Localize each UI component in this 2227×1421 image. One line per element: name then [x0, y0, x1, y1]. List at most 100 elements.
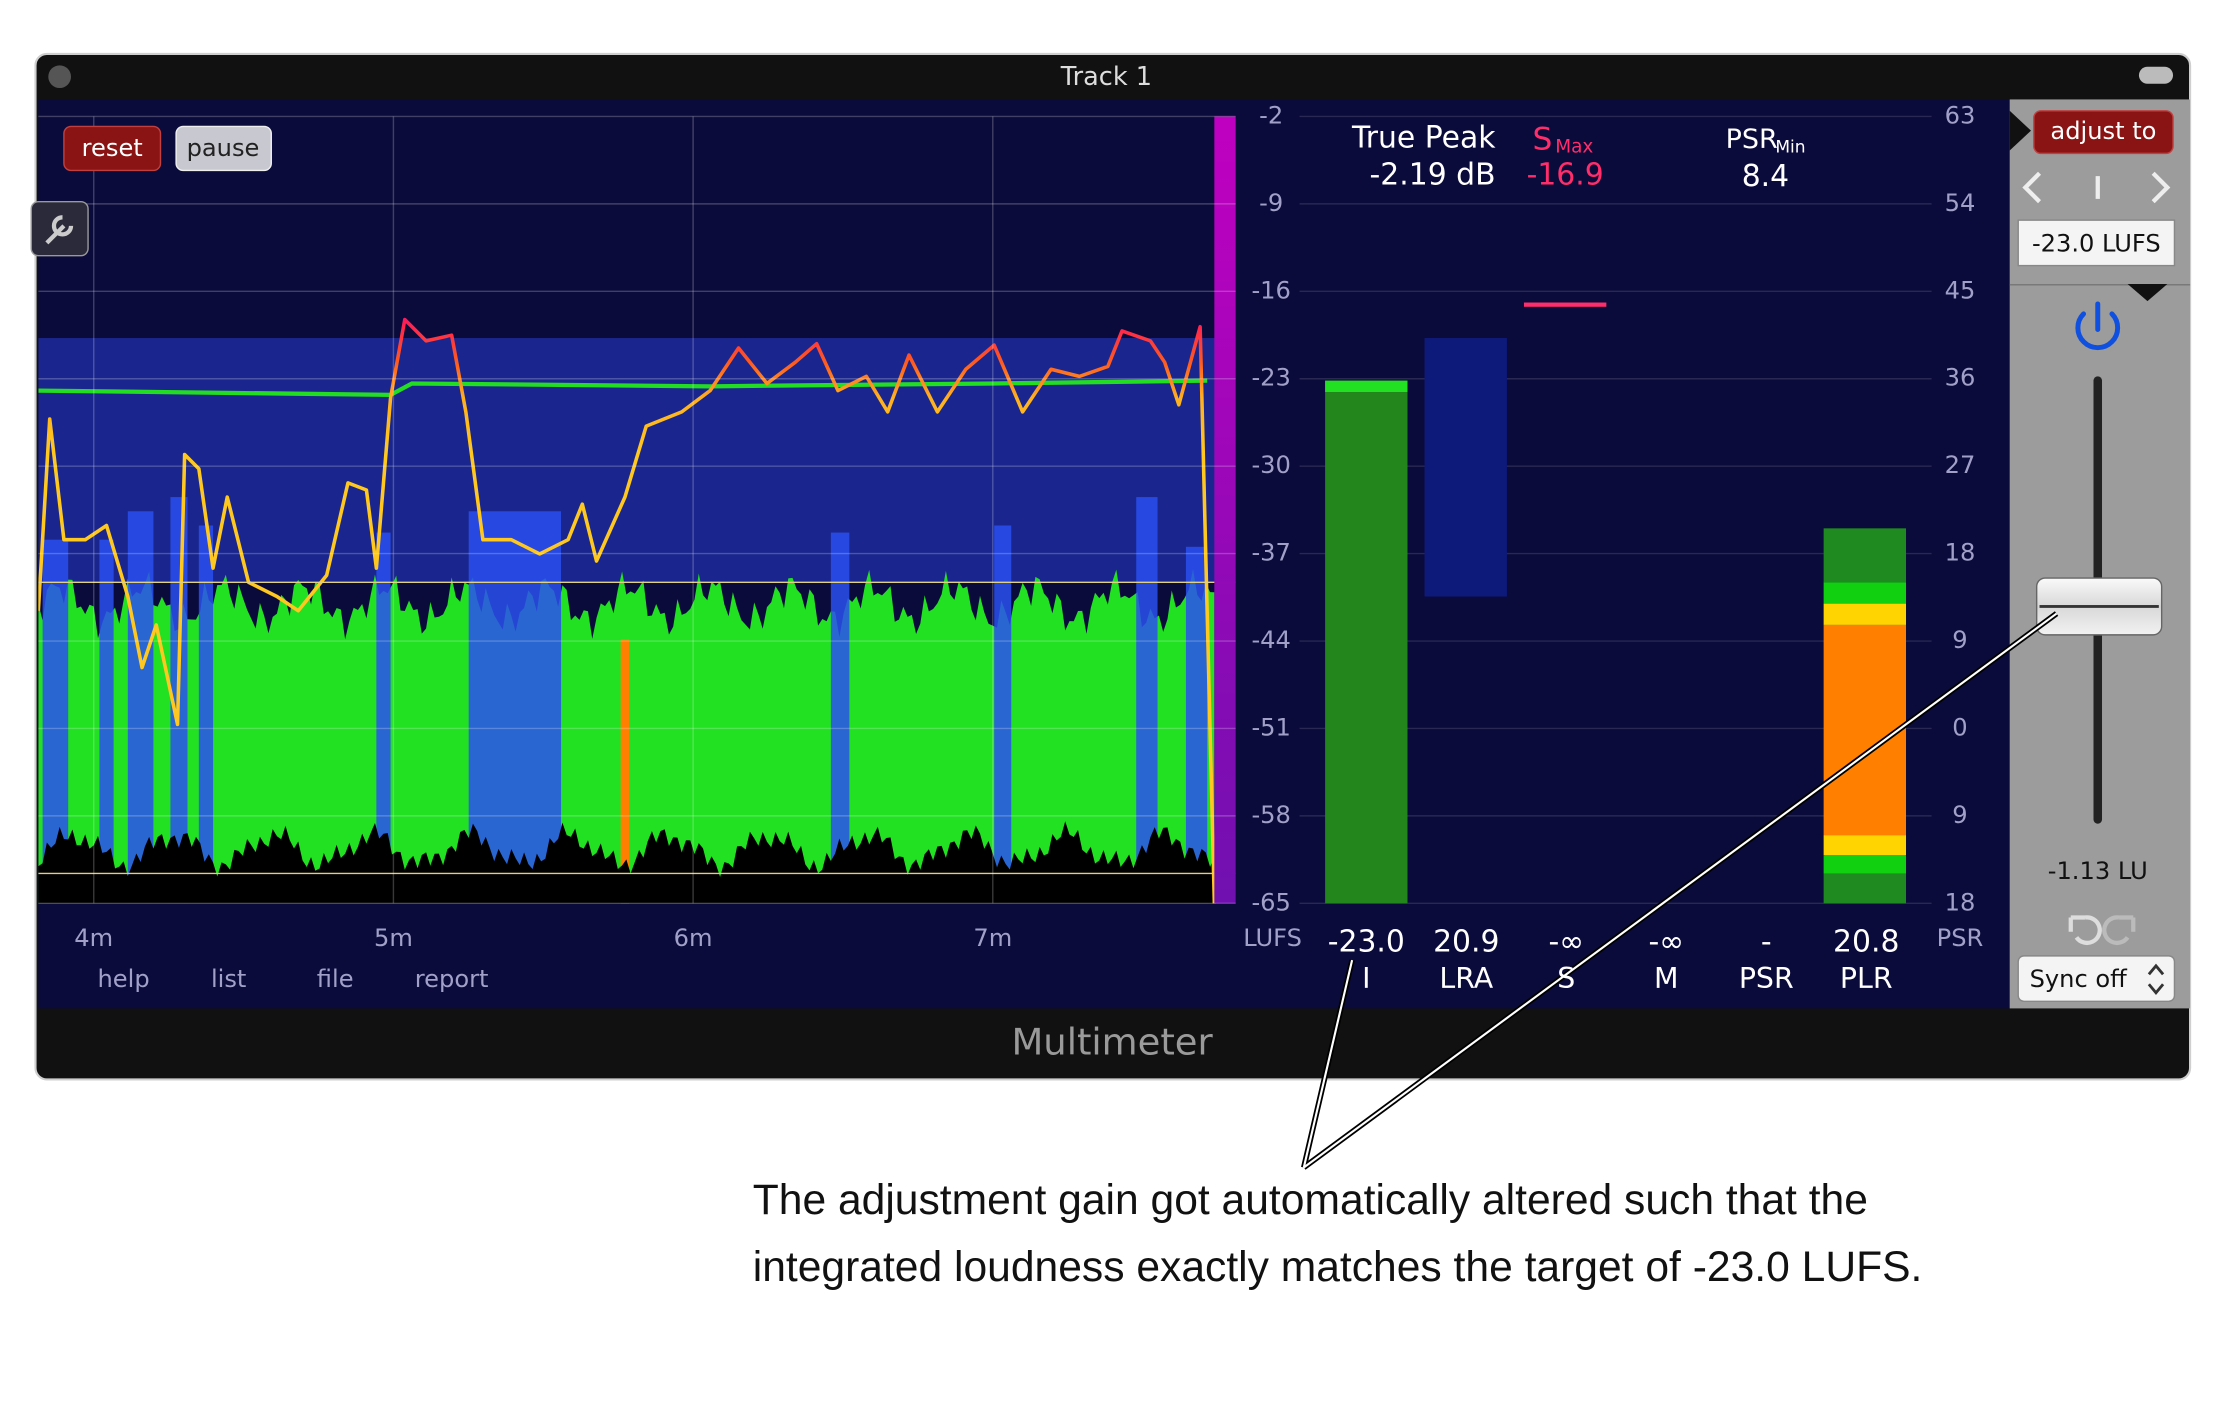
lufs-tick-label: -37: [1251, 539, 1290, 567]
menu-link[interactable]: help: [97, 965, 149, 993]
waveform-column: [994, 525, 1012, 904]
meter-label: PLR: [1840, 962, 1893, 995]
redo-button[interactable]: [2102, 915, 2136, 946]
annotation-line: integrated loudness exactly matches the …: [753, 1243, 1923, 1291]
footer-title: Multimeter: [1011, 1020, 1213, 1063]
close-button[interactable]: [48, 65, 72, 89]
lufs-tick-label: -2: [1259, 101, 1283, 129]
sync-value[interactable]: Sync off: [2030, 965, 2129, 993]
slider-thumb-line: [2039, 605, 2159, 608]
psr-tick-label: 45: [1945, 276, 1976, 304]
pointer: [2127, 284, 2168, 302]
psr-tick-label: 9: [1952, 626, 1967, 654]
meter-value: 20.8: [1833, 925, 1899, 960]
true-peak-label: True Peak: [1351, 121, 1496, 156]
pause-button[interactable]: [175, 125, 272, 172]
plr-segment: [1823, 603, 1907, 625]
psr-unit: PSR: [1937, 924, 1984, 952]
menu-link[interactable]: report: [415, 965, 489, 993]
reset-label[interactable]: reset: [82, 134, 143, 162]
sync-select[interactable]: [2017, 955, 2176, 1003]
gain-value: -1.13 LU: [2048, 857, 2148, 885]
window-title: Track 1: [1060, 62, 1152, 92]
lufs-tick-label: -30: [1251, 451, 1290, 479]
power-button[interactable]: [2075, 301, 2121, 351]
lufs-tick-label: -23: [1251, 364, 1290, 392]
integrated-meter: [1325, 380, 1408, 904]
plr-segment: [1823, 835, 1907, 856]
annotation-lines: [1301, 611, 2059, 1170]
wrench-icon: [45, 215, 74, 245]
pointer: [2009, 110, 2032, 151]
preset-arrows[interactable]: [2022, 171, 2171, 204]
meter-label: PSR: [1739, 962, 1794, 995]
psr-tick-label: 9: [1952, 801, 1967, 829]
waveform-column: [620, 639, 630, 904]
plr-segment: [1823, 582, 1907, 604]
psr-tick-label: 63: [1945, 101, 1976, 129]
psr-min-label: PSR: [1726, 124, 1778, 155]
s-max-marker: [1523, 302, 1607, 307]
time-label: 6m: [674, 924, 713, 952]
meter-label: M: [1654, 962, 1679, 995]
lufs-tick-label: -16: [1251, 276, 1290, 304]
pause-label[interactable]: pause: [187, 134, 260, 162]
lufs-tick-label: -9: [1259, 189, 1283, 217]
integrated-meter-top: [1325, 380, 1408, 393]
menu-link[interactable]: list: [211, 965, 246, 993]
lufs-tick-label: -65: [1251, 888, 1290, 916]
waveform-column: [468, 511, 562, 904]
annotation-line: The adjustment gain got automatically al…: [753, 1176, 1868, 1224]
psr-tick-label: 18: [1945, 888, 1976, 916]
psr-tick-label: 27: [1945, 451, 1976, 479]
psr-tick-label: 54: [1945, 189, 1976, 217]
lra-meter: [1424, 338, 1507, 597]
lufs-tick-label: -44: [1251, 626, 1290, 654]
lufs-unit: LUFS: [1243, 924, 1302, 952]
time-label: 4m: [74, 924, 113, 952]
reset-button[interactable]: [63, 125, 162, 172]
waveform-column: [198, 525, 214, 904]
s-max-label: S: [1532, 122, 1552, 158]
meter-value: -∞: [1548, 925, 1584, 960]
menu-link[interactable]: file: [317, 965, 354, 993]
momentary-bar: [1214, 116, 1236, 904]
adjust-to-label[interactable]: adjust to: [2050, 117, 2156, 145]
meter-label: LRA: [1439, 962, 1493, 995]
target-value[interactable]: -23.0 LUFS: [2032, 229, 2161, 257]
psr-min-sub: Min: [1775, 138, 1805, 158]
plr-meter: [1823, 528, 1907, 904]
meter-label: I: [1362, 962, 1370, 995]
select-arrows: [2147, 963, 2165, 995]
time-label: 7m: [973, 924, 1012, 952]
meter-value: -: [1761, 925, 1772, 960]
plr-segment: [1823, 528, 1907, 583]
psr-tick-label: 36: [1945, 364, 1976, 392]
psr-tick-label: 0: [1952, 713, 1967, 741]
s-max-value: -16.9: [1527, 158, 1604, 193]
true-peak-value: -2.19 dB: [1370, 158, 1496, 193]
waveform-column: [376, 532, 391, 904]
collapse-button[interactable]: [2138, 66, 2174, 84]
psr-min-value: 8.4: [1742, 159, 1789, 194]
waveform-column: [1136, 497, 1158, 904]
s-max-sub: Max: [1555, 137, 1593, 158]
momentary-line: [38, 317, 1217, 904]
time-label: 5m: [374, 924, 413, 952]
plr-segment: [1823, 624, 1907, 836]
lufs-tick-label: -58: [1251, 801, 1290, 829]
meter-value: -∞: [1648, 925, 1684, 960]
divider: [2009, 284, 2191, 286]
psr-tick-label: 18: [1945, 539, 1976, 567]
waveform-column: [99, 539, 114, 904]
adjust-to-button[interactable]: [2033, 110, 2174, 155]
undo-button[interactable]: [2068, 915, 2102, 946]
meter-value: 20.9: [1433, 925, 1499, 960]
target-box[interactable]: [2017, 219, 2176, 267]
loudness-graph: [38, 317, 1236, 904]
short-term-line: [38, 378, 1208, 397]
plr-segment: [1823, 855, 1907, 874]
waveform-column: [830, 532, 850, 904]
